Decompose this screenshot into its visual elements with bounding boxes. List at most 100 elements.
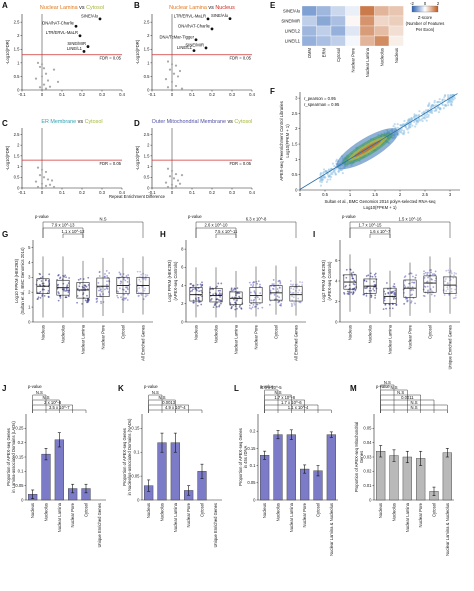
p-value-header: p-value [188,214,202,219]
significance-bracket [32,404,73,413]
bar-panel-L: L 0 0.05 0.1 0.15 0.2 Proportion of APEX-seq G… [234,384,338,556]
y-axis-label: -Log10(FDR) [135,39,140,64]
scatter-point [452,98,455,101]
jitter-point [250,307,253,310]
y-tick-label: 1 [295,157,298,162]
x-tick-label: 0.3 [99,190,105,195]
ns-point [176,179,180,182]
heatmap-cell [301,15,317,27]
jitter-point [455,294,457,297]
y-axis-label: -Log10(FDR) [5,145,10,170]
ns-point [170,183,174,186]
jitter-point [367,274,370,277]
sig-point [78,34,82,38]
jitter-point [446,286,449,289]
x-tick-label: 0.3 [229,190,235,195]
jitter-point [117,296,119,299]
jitter-point [423,272,425,275]
x-tick-label: 0.3 [229,92,235,97]
jitter-point [450,270,453,273]
title-part-3: Cytosol [234,119,252,125]
y-tick-label: 0.5 [14,175,20,180]
y-tick-label: 0 [335,319,338,324]
ns-point [38,174,42,177]
fdr-label: FDR = 0.05 [229,56,251,61]
jitter-point [346,290,349,293]
category-label: Cytosol [432,503,437,517]
jitter-point [452,276,455,279]
y-tick-label: 0 [28,319,31,324]
y-tick-label: 1 [17,60,20,65]
jitter-point [233,298,235,301]
scatter-point [446,101,449,104]
jitter-point [79,277,82,280]
heatmap-cell [388,25,404,37]
fdr-label: FDR = 0.05 [99,161,121,166]
sig-point [210,27,214,31]
box-iqr [249,287,263,304]
ns-point [174,64,178,67]
jitter-point [146,294,149,296]
bracket-label: 4.9 x 10^-4 [165,405,186,410]
jitter-point [454,288,457,291]
jitter-point [105,283,108,286]
scatter-point [444,104,448,107]
jitter-point [450,287,453,290]
category-label: All Enriched Genes [294,325,299,361]
y-tick-label: 0.15 [131,426,140,431]
ns-point [180,174,184,177]
volcano-panel-D: D Outer Mitochondrial Membrane vs Cytosol… [134,119,256,195]
y-tick-label: 0 [17,185,20,190]
category-label: Nucleolus [214,325,219,343]
scatter-point [441,98,444,101]
scatter-point [413,120,416,124]
ns-point [44,184,48,187]
scatter-point [411,118,414,121]
y-tick-label: 6 [335,258,338,263]
y-tick-label: 2.5 [14,132,20,137]
jitter-point [39,273,42,276]
box-iqr [209,287,223,303]
bracket-label: 1.7 x 10^-6 [281,400,302,405]
scatter-point [393,123,396,126]
scatter-point [320,181,323,184]
scatter-point [437,105,440,109]
bar-panel-M: M 0 0.01 0.02 0.03 0.04 0.05 Proportion of APEX… [350,380,454,556]
jitter-point [192,285,195,287]
category-label: Nucleus [348,325,353,340]
jitter-point [424,271,427,274]
jitter-point [142,277,145,280]
category-label: Nucleolus [44,503,49,521]
jitter-point [393,293,396,296]
jitter-point [390,290,393,293]
jitter-point [240,308,243,310]
category-label: Nuclear Lamina [234,324,239,354]
ns-point [166,167,170,170]
y-tick-label: 5 [28,245,31,250]
jitter-point [430,271,433,274]
scatter-point [320,178,323,181]
ns-point [40,168,44,171]
category-label: All Enriched Genes [141,325,146,361]
scatter-point [324,170,327,173]
heatmap-cell [388,15,404,27]
jitter-point [57,299,60,302]
box-panel-G: G 0 1 2 3 4 5 Log10 FPKM (HEK293) (Sultan et al.… [2,214,153,361]
y-axis-label-1: Proportion of APEX-seq Genes [122,428,127,486]
jitter-point [96,300,99,303]
jitter-point [249,291,252,294]
bar [300,468,310,501]
jitter-point [444,280,447,283]
jitter-point [231,289,233,292]
box-iqr [96,277,110,297]
jitter-point [98,270,101,273]
jitter-point [139,270,142,273]
jitter-point [209,299,212,301]
panel-label: M [350,384,357,393]
jitter-point [200,289,203,292]
jitter-point [277,290,280,293]
panel-title: Outer Mitochondrial Membrane vs Cytosol [152,119,253,125]
significance-bracket [42,227,84,238]
y-tick-label: 1 [147,164,150,169]
